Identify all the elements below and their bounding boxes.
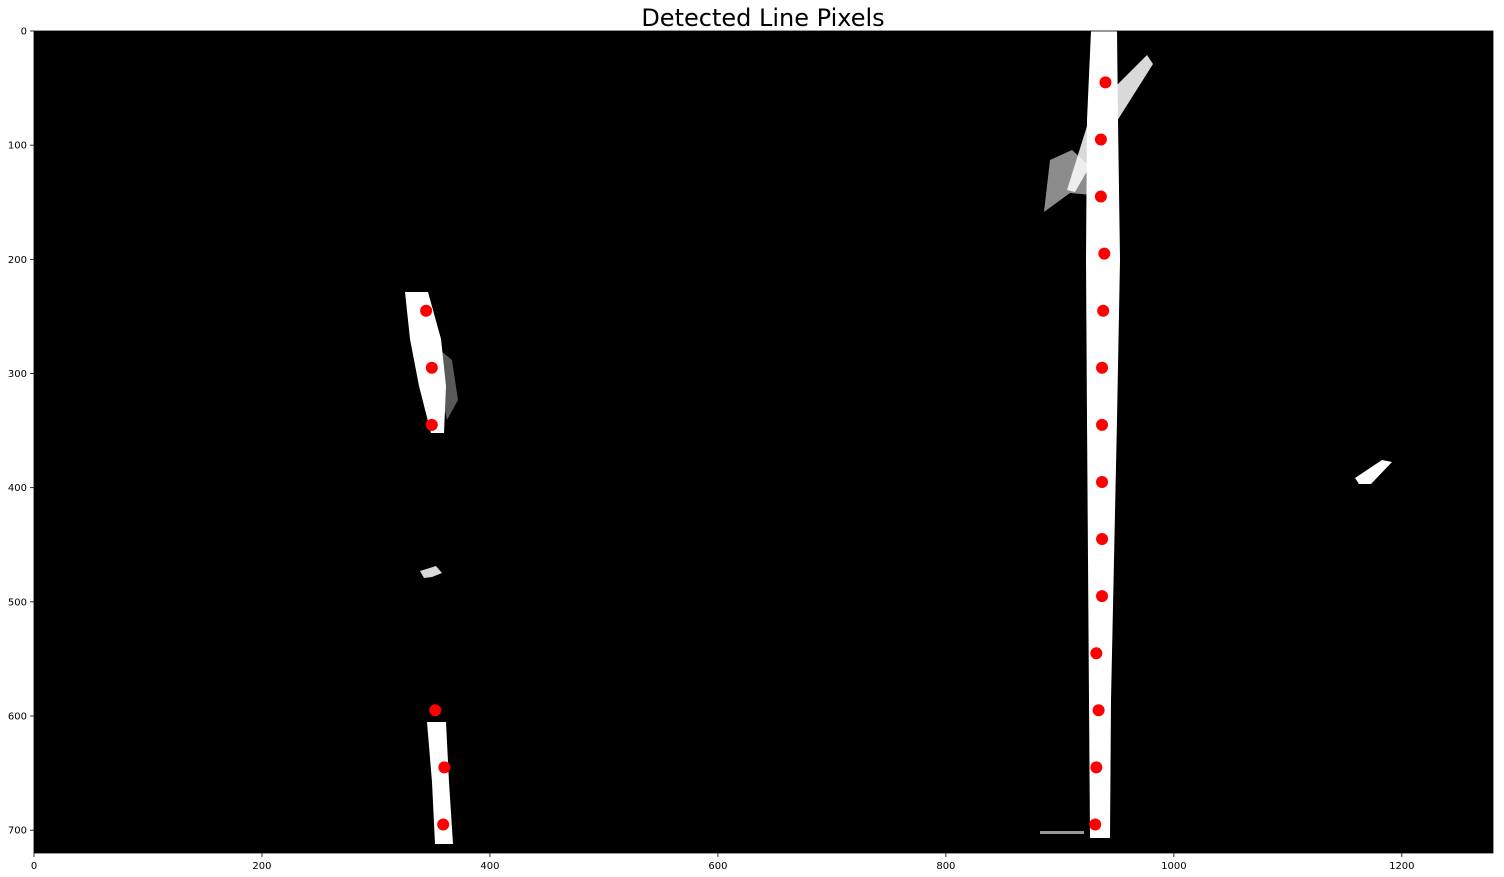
right-line-main [1086, 31, 1120, 838]
point-s0-0 [420, 304, 433, 317]
point-s0-4 [438, 761, 451, 774]
point-s1-8 [1096, 533, 1109, 546]
y-tick-label-6: 600 [8, 712, 27, 723]
left-line-lower-blob [427, 722, 453, 844]
y-tick-label-3: 300 [8, 369, 27, 380]
bottom-speck [1040, 831, 1084, 834]
y-tick-label-5: 500 [8, 597, 27, 608]
left-line-upper-glow [428, 340, 458, 420]
point-s1-11 [1092, 704, 1105, 717]
x-tick-label-2: 400 [480, 861, 499, 872]
point-s1-10 [1090, 647, 1103, 660]
right-line-smear [1044, 150, 1102, 212]
x-tick-label-6: 1200 [1389, 861, 1414, 872]
lane-mask-image [405, 31, 1392, 844]
x-tick-label-0: 0 [31, 861, 37, 872]
chart-title: Detected Line Pixels [641, 4, 884, 32]
y-tick-label-0: 0 [21, 27, 27, 38]
right-line-upper-branch [1067, 55, 1153, 192]
point-s1-1 [1094, 133, 1107, 146]
y-tick-label-4: 400 [8, 483, 27, 494]
y-tick-label-1: 100 [8, 141, 27, 152]
left-line-upper-blob [405, 292, 446, 433]
point-s0-2 [425, 418, 438, 431]
point-s1-9 [1096, 590, 1109, 603]
point-s1-5 [1096, 361, 1109, 374]
x-tick-label-3: 600 [708, 861, 727, 872]
detected-points [420, 76, 1112, 831]
y-axis: 0 100 200 300 400 500 600 700 [8, 27, 34, 837]
point-s0-3 [429, 704, 442, 717]
point-s1-13 [1089, 818, 1102, 831]
x-tick-label-5: 1000 [1161, 861, 1186, 872]
x-tick-label-1: 200 [252, 861, 271, 872]
point-s1-7 [1096, 475, 1109, 488]
point-s0-5 [437, 818, 450, 831]
plot-frame [33, 30, 1494, 854]
mask-background [34, 31, 1493, 853]
y-tick-label-7: 700 [8, 826, 27, 837]
point-s1-6 [1096, 418, 1109, 431]
point-s1-12 [1090, 761, 1103, 774]
point-s1-2 [1094, 190, 1107, 203]
point-s1-4 [1097, 304, 1110, 317]
point-s1-3 [1098, 247, 1111, 260]
x-axis: 0 200 400 600 800 1000 1200 [31, 853, 1415, 872]
x-tick-label-4: 800 [936, 861, 955, 872]
point-s0-1 [425, 361, 438, 374]
left-small-dash [420, 566, 442, 578]
point-s1-0 [1099, 76, 1112, 89]
far-right-blob [1355, 460, 1392, 484]
plot-area [33, 30, 1494, 854]
y-tick-label-2: 200 [8, 255, 27, 266]
